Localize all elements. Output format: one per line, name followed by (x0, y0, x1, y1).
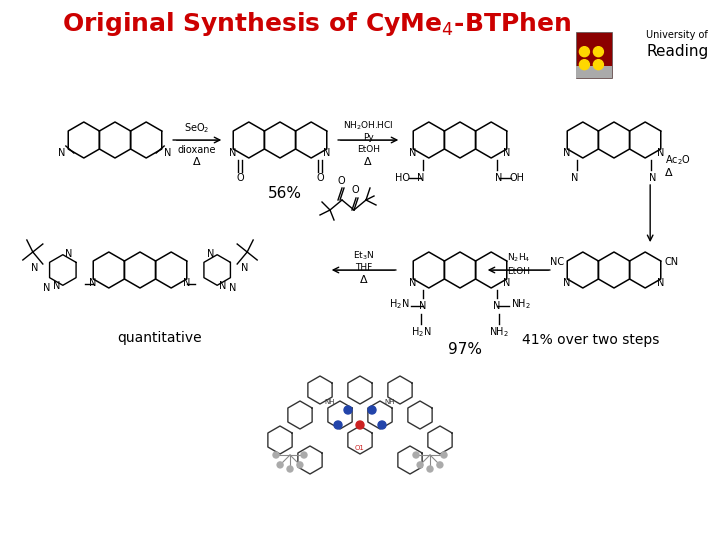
Text: N: N (207, 249, 215, 259)
Circle shape (356, 421, 364, 429)
Circle shape (580, 60, 590, 70)
Text: H$_2$N: H$_2$N (389, 297, 409, 311)
Text: NH$_2$: NH$_2$ (511, 297, 531, 311)
Text: Δ: Δ (364, 157, 372, 167)
Text: O1: O1 (355, 445, 365, 451)
Circle shape (427, 466, 433, 472)
Text: N: N (657, 147, 665, 158)
Text: University of: University of (647, 30, 708, 39)
Text: N: N (417, 173, 425, 183)
Text: N: N (409, 278, 416, 288)
Text: N: N (31, 263, 38, 273)
FancyBboxPatch shape (577, 32, 613, 78)
Text: NH: NH (325, 399, 336, 405)
Text: Reading: Reading (647, 44, 708, 59)
Text: EtOH: EtOH (508, 267, 531, 276)
Text: O: O (236, 173, 243, 183)
Text: Δ: Δ (360, 275, 368, 285)
Text: N: N (164, 147, 172, 158)
Text: Py: Py (363, 133, 374, 143)
Text: N: N (241, 263, 249, 273)
FancyBboxPatch shape (577, 66, 613, 78)
Circle shape (413, 452, 419, 458)
Text: N: N (65, 249, 73, 259)
Text: N: N (563, 278, 570, 288)
Text: Δ: Δ (665, 168, 672, 178)
Text: N: N (184, 278, 191, 288)
Text: N: N (58, 147, 66, 158)
Text: O: O (337, 176, 345, 186)
Circle shape (334, 421, 342, 429)
Text: Ac$_2$O: Ac$_2$O (665, 153, 691, 167)
Text: SeO$_2$: SeO$_2$ (184, 121, 210, 135)
Text: N: N (495, 173, 503, 183)
Text: N: N (229, 147, 236, 158)
Text: quantitative: quantitative (117, 331, 202, 345)
Text: O: O (351, 185, 359, 195)
Text: NH: NH (384, 399, 395, 405)
Circle shape (593, 46, 603, 57)
Text: NC: NC (550, 257, 564, 267)
Text: N: N (409, 147, 416, 158)
Text: NH$_2$OH.HCl: NH$_2$OH.HCl (343, 120, 393, 132)
Text: dioxane: dioxane (178, 145, 217, 155)
Circle shape (297, 462, 303, 468)
Text: Et$_3$N: Et$_3$N (353, 249, 374, 262)
Text: 41% over two steps: 41% over two steps (522, 333, 659, 347)
Text: N: N (493, 301, 501, 311)
Circle shape (368, 406, 376, 414)
Text: HO: HO (395, 173, 410, 183)
Circle shape (344, 406, 352, 414)
Text: Original Synthesis of CyMe$_4$-BTPhen: Original Synthesis of CyMe$_4$-BTPhen (62, 10, 572, 38)
Text: CN: CN (664, 257, 678, 267)
Circle shape (378, 421, 386, 429)
Circle shape (437, 462, 443, 468)
Text: N: N (230, 283, 237, 293)
Text: N: N (571, 173, 578, 183)
Circle shape (277, 462, 283, 468)
Text: 97%: 97% (448, 342, 482, 357)
Text: NH$_2$: NH$_2$ (489, 325, 509, 339)
Text: THF: THF (355, 264, 372, 273)
Text: N: N (53, 281, 60, 291)
Text: H$_2$N: H$_2$N (410, 325, 431, 339)
Circle shape (580, 46, 590, 57)
Text: EtOH: EtOH (356, 145, 379, 154)
Text: N: N (503, 147, 511, 158)
Text: N$_2$H$_4$: N$_2$H$_4$ (507, 252, 531, 264)
Text: N: N (220, 281, 227, 291)
Circle shape (593, 60, 603, 70)
Text: Δ: Δ (194, 157, 201, 167)
Text: N: N (323, 147, 331, 158)
Text: OH: OH (510, 173, 525, 183)
Circle shape (301, 452, 307, 458)
Circle shape (287, 466, 293, 472)
Text: N: N (419, 301, 426, 311)
Circle shape (273, 452, 279, 458)
Circle shape (417, 462, 423, 468)
Text: N: N (503, 278, 511, 288)
Text: N: N (563, 147, 570, 158)
Text: N: N (649, 173, 657, 183)
Text: 56%: 56% (268, 186, 302, 200)
Circle shape (441, 452, 447, 458)
Text: N: N (657, 278, 665, 288)
Text: N: N (89, 278, 96, 288)
Text: O: O (316, 173, 324, 183)
Text: N: N (43, 283, 50, 293)
